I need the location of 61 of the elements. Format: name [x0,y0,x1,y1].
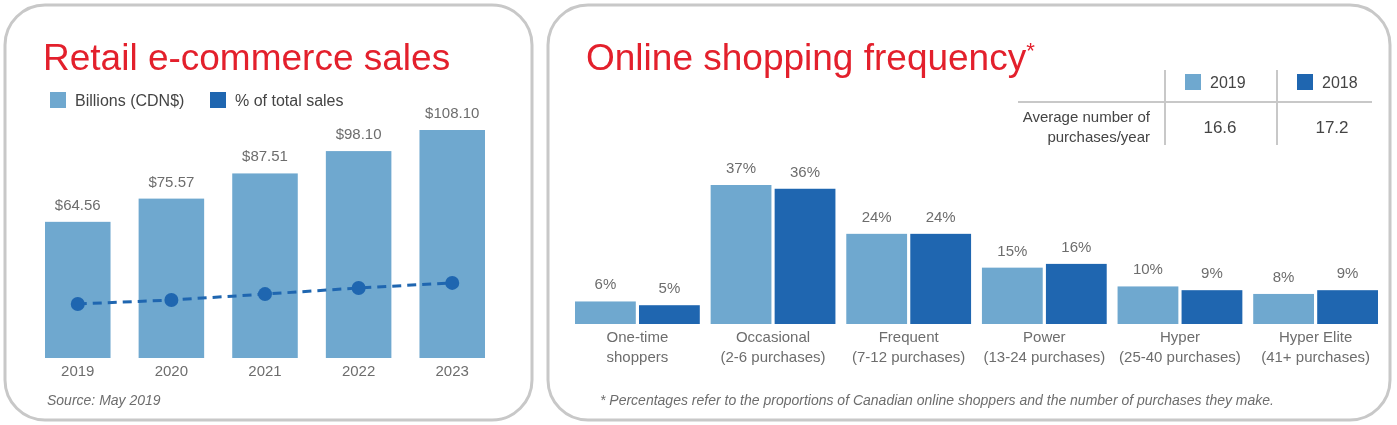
bar [45,221,111,358]
legend-label: Billions (CDN$) [75,92,185,109]
bar [575,301,636,324]
bar [846,233,908,324]
data-label: 9% [1201,264,1223,282]
data-label: 24% [925,207,956,225]
data-label: 24% [861,207,892,225]
bar [639,305,700,324]
data-label: $75.57 [148,172,195,190]
data-label: $87.51 [242,147,288,165]
bar [419,130,485,358]
x-tick-label: 2022 [341,362,376,379]
x-tick-label: Power (13-24 purchases) [983,328,1106,365]
data-label: 36% [790,162,821,180]
data-label: 37% [726,159,757,176]
bar [1317,290,1378,324]
point [445,275,460,290]
data-label: $108.10 [425,104,480,121]
bar [774,188,836,324]
x-tick-label: 2019 [61,362,95,379]
bar [1045,263,1107,324]
x-tick-label: Frequent (7-12 purchases) [851,328,966,365]
data-label: 6% [594,275,617,293]
x-tick-label: 2021 [248,362,282,379]
legend-label: % of total sales [235,92,344,109]
bar [1117,286,1179,324]
data-label: $64.56 [54,195,101,213]
x-tick-label: 2023 [435,362,469,379]
x-tick-label: Hyper (25-40 purchases) [1119,328,1241,365]
bar [1181,290,1243,324]
source-note: Source: May 2019 [47,392,161,408]
bar [1253,293,1315,324]
data-label: $98.10 [335,125,382,143]
text: * Percentages refer to the proportions of Canadian online shoppers and the number of purchases they make. [600,392,1274,408]
point [258,287,272,302]
data-label: 15% [997,241,1028,259]
bar [710,185,772,324]
data-label: 8% [1272,267,1295,285]
bar [910,233,972,324]
bar [325,151,392,358]
bar [138,198,205,358]
data-label: 5% [658,279,681,297]
chart-title: Retail e-commerce sales [43,37,451,78]
x-tick-label: Hyper Elite (41+ purchases) [1261,328,1371,365]
point [70,297,85,312]
text: 17.2 [1315,118,1349,137]
bar [981,267,1043,324]
x-tick-label: One-time shoppers [606,328,669,365]
bar [232,173,298,358]
text: 16.6 [1203,118,1237,137]
chart-title: Online shopping frequency$^{*}$ [586,37,1036,78]
x-tick-label: Occasional (2-6 purchases) [720,328,826,365]
legend-label: 2019 [1210,74,1246,91]
data-label: 16% [1061,237,1092,255]
legend-label: 2018 [1322,74,1358,91]
data-label: 10% [1132,260,1163,278]
text: Average number of purchases/year [1022,108,1151,145]
x-tick-label: 2020 [154,362,189,379]
data-label: 9% [1336,264,1359,282]
point [351,280,366,295]
point [164,293,179,307]
